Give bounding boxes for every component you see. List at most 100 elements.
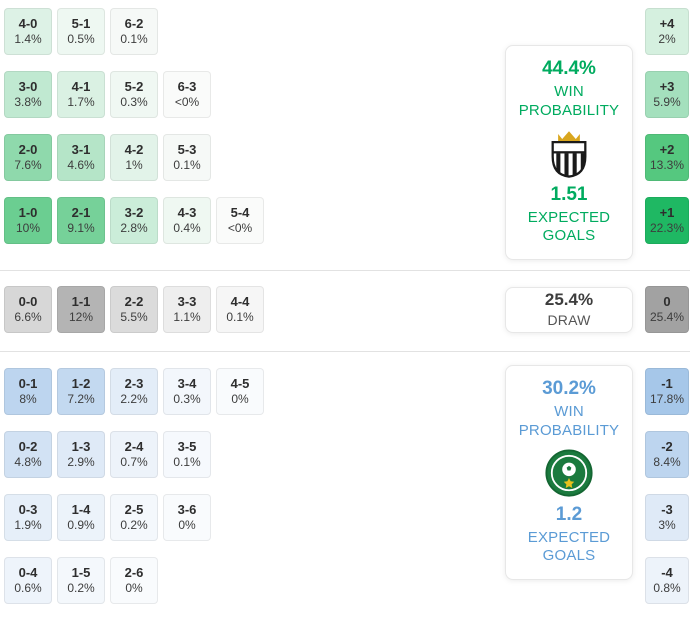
probability-label: 0% — [178, 517, 196, 532]
probability-label: 0% — [231, 391, 249, 406]
juventude-crest-icon — [540, 444, 598, 502]
probability-label: 0.2% — [67, 580, 95, 595]
margin-label: +2 — [659, 142, 675, 158]
probability-label: 3.8% — [14, 94, 42, 109]
probability-label: 4.6% — [67, 157, 95, 172]
probability-label: 1.1% — [173, 309, 201, 324]
margin-probability-label: 13.3% — [649, 157, 685, 172]
margin-probability-label: 5.9% — [653, 94, 681, 109]
home-expected-goals-value: 1.51 — [550, 183, 588, 205]
probability-label: <0% — [174, 94, 200, 109]
away-win-probability-label: WIN PROBABILITY — [518, 402, 620, 439]
score-cell-1-5: 1-5 0.2% — [57, 557, 105, 604]
probability-label: 7.2% — [67, 391, 95, 406]
score-cell-4-2: 4-2 1% — [110, 134, 158, 181]
score-label: 1-0 — [18, 205, 38, 221]
score-label: 3-0 — [18, 79, 38, 95]
score-cell-5-3: 5-3 0.1% — [163, 134, 211, 181]
score-label: 0-3 — [18, 502, 38, 518]
score-label: 0-4 — [18, 565, 38, 581]
probability-label: 1.9% — [14, 517, 42, 532]
santos-crest-icon — [540, 124, 598, 182]
score-label: 1-3 — [71, 439, 91, 455]
margin-label: -3 — [661, 502, 673, 518]
probability-label: 0.9% — [67, 517, 95, 532]
probability-label: 9.1% — [67, 220, 95, 235]
score-label: 3-2 — [124, 205, 144, 221]
score-label: 5-4 — [230, 205, 250, 221]
score-cell-4-5: 4-5 0% — [216, 368, 264, 415]
score-label: 3-1 — [71, 142, 91, 158]
score-cell-1-3: 1-3 2.9% — [57, 431, 105, 478]
score-label: 2-6 — [124, 565, 144, 581]
score-cell-1-0: 1-0 10% — [4, 197, 52, 244]
margin-label: -4 — [661, 565, 673, 581]
score-label: 2-3 — [124, 376, 144, 392]
score-label: 3-3 — [177, 294, 197, 310]
score-label: 5-2 — [124, 79, 144, 95]
score-label: 6-3 — [177, 79, 197, 95]
score-label: 4-5 — [230, 376, 250, 392]
margin-label: +4 — [659, 16, 675, 32]
score-cell-0-0: 0-0 6.6% — [4, 286, 52, 333]
home-win-panel: 44.4% WIN PROBABILITY — [505, 45, 633, 260]
margin-cell-+1: +1 22.3% — [645, 197, 689, 244]
probability-label: 1.7% — [67, 94, 95, 109]
divider-home-draw — [0, 270, 690, 271]
probability-label: 0.1% — [173, 157, 201, 172]
draw-panel: 25.4% DRAW — [505, 287, 633, 333]
score-cell-6-2: 6-2 0.1% — [110, 8, 158, 55]
probability-label: 0.5% — [67, 31, 95, 46]
probability-label: 0.1% — [226, 309, 254, 324]
score-cell-2-5: 2-5 0.2% — [110, 494, 158, 541]
score-cell-2-3: 2-3 2.2% — [110, 368, 158, 415]
margin-cell-+2: +2 13.3% — [645, 134, 689, 181]
margin-probability-label: 22.3% — [649, 220, 685, 235]
score-cell-2-4: 2-4 0.7% — [110, 431, 158, 478]
score-cell-3-3: 3-3 1.1% — [163, 286, 211, 333]
probability-label: 0.1% — [120, 31, 148, 46]
probability-label: 1.4% — [14, 31, 42, 46]
score-label: 3-6 — [177, 502, 197, 518]
divider-draw-away — [0, 351, 690, 352]
draw-label: DRAW — [547, 311, 591, 328]
margin-probability-label: 25.4% — [649, 309, 685, 324]
score-cell-1-4: 1-4 0.9% — [57, 494, 105, 541]
probability-label: 0.2% — [120, 517, 148, 532]
probability-label: 0.6% — [14, 580, 42, 595]
score-label: 3-5 — [177, 439, 197, 455]
score-cell-2-1: 2-1 9.1% — [57, 197, 105, 244]
score-label: 1-2 — [71, 376, 91, 392]
score-label: 1-5 — [71, 565, 91, 581]
margin-cell-0: 0 25.4% — [645, 286, 689, 333]
score-label: 5-1 — [71, 16, 91, 32]
probability-label: 2.2% — [120, 391, 148, 406]
score-cell-0-1: 0-1 8% — [4, 368, 52, 415]
score-label: 2-0 — [18, 142, 38, 158]
score-cell-5-4: 5-4 <0% — [216, 197, 264, 244]
margin-probability-label: 8.4% — [653, 454, 681, 469]
home-win-probability-value: 44.4% — [542, 58, 596, 79]
probability-label: 0.3% — [173, 391, 201, 406]
probability-label: <0% — [227, 220, 253, 235]
score-cell-0-4: 0-4 0.6% — [4, 557, 52, 604]
margin-cell-+3: +3 5.9% — [645, 71, 689, 118]
score-cell-4-3: 4-3 0.4% — [163, 197, 211, 244]
score-label: 6-2 — [124, 16, 144, 32]
score-cell-2-0: 2-0 7.6% — [4, 134, 52, 181]
margin-probability-label: 3% — [658, 517, 676, 532]
score-label: 2-2 — [124, 294, 144, 310]
score-label: 4-3 — [177, 205, 197, 221]
score-cell-3-6: 3-6 0% — [163, 494, 211, 541]
score-label: 5-3 — [177, 142, 197, 158]
probability-label: 0.1% — [173, 454, 201, 469]
away-win-panel: 30.2% WIN PROBABILITY 1.2 EXPECTED GOALS — [505, 365, 633, 580]
margin-cell--1: -1 17.8% — [645, 368, 689, 415]
score-label: 4-0 — [18, 16, 38, 32]
probability-label: 4.8% — [14, 454, 42, 469]
score-cell-5-1: 5-1 0.5% — [57, 8, 105, 55]
